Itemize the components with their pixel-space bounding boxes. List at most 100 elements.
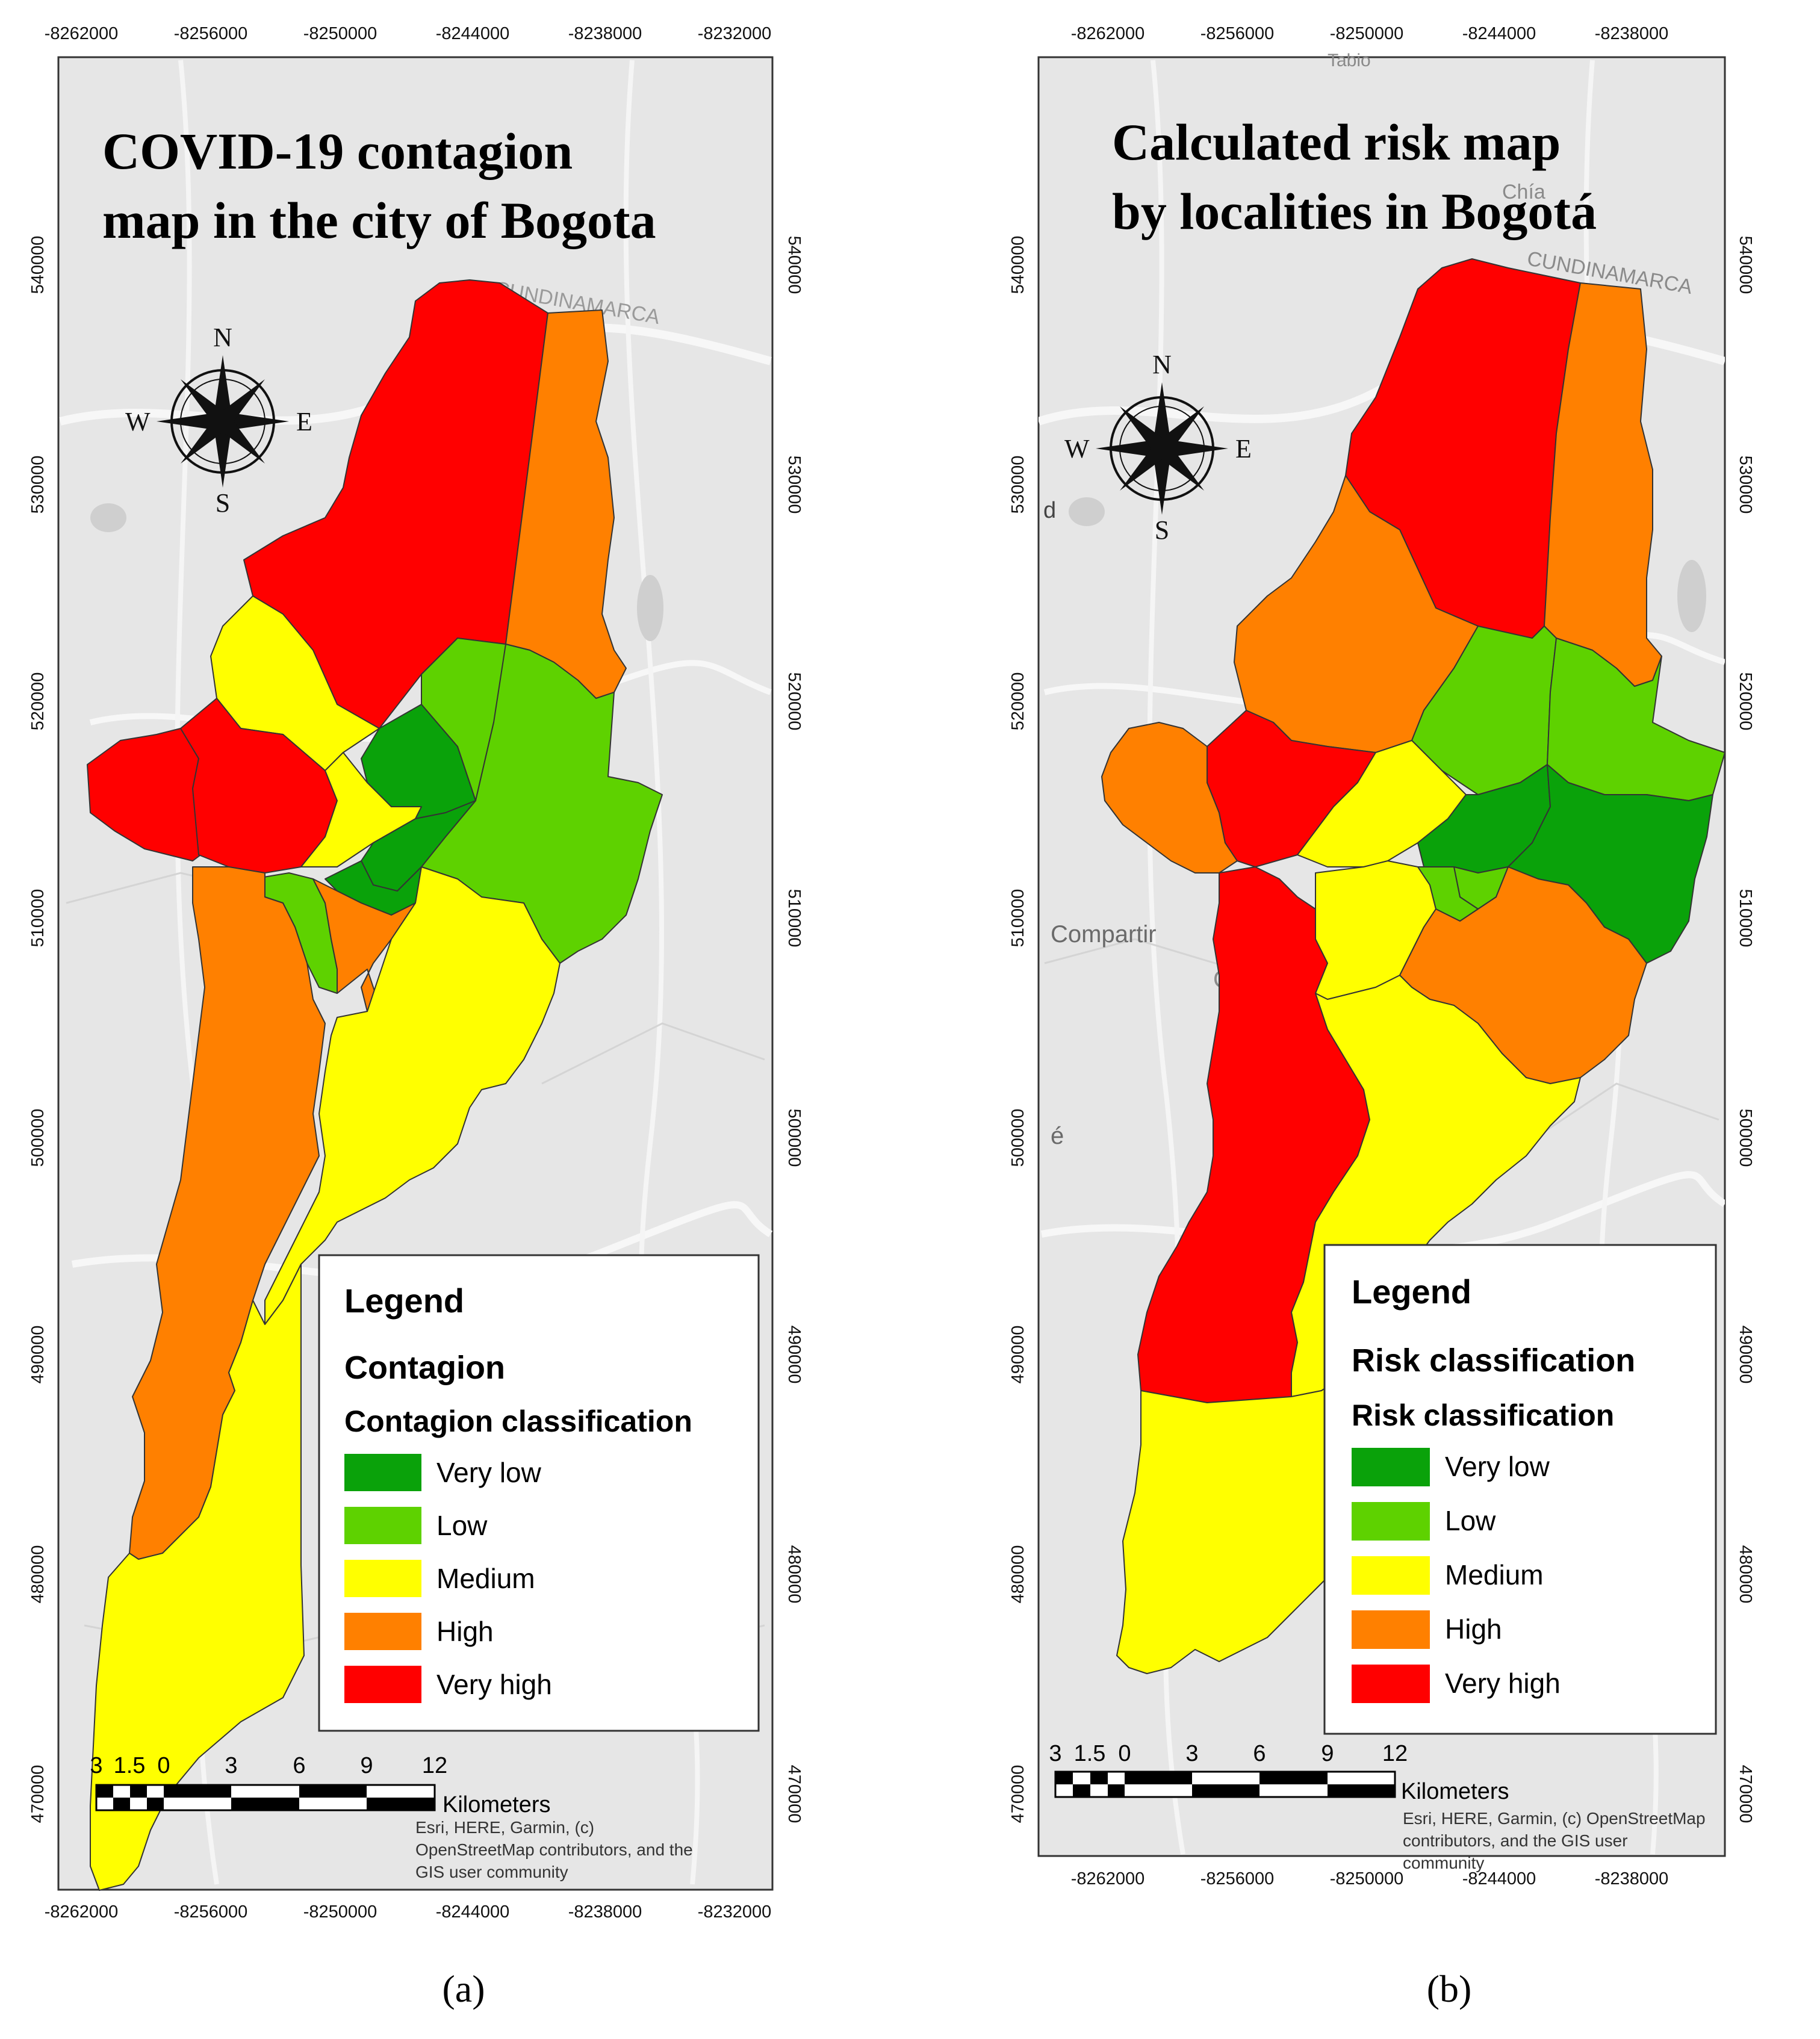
attribution-b: Esri, HERE, Garmin, (c) OpenStreetMap co… — [1403, 1809, 1706, 1872]
y-tick: 530000 — [1008, 456, 1028, 514]
scale-label: 9 — [360, 1753, 373, 1778]
x-tick: -8238000 — [1595, 1869, 1669, 1888]
y-tick: 480000 — [1008, 1545, 1028, 1604]
scale-label: 0 — [157, 1753, 170, 1778]
legend-swatch — [1352, 1556, 1430, 1595]
y-tick: 480000 — [28, 1545, 48, 1604]
x-tick: -8244000 — [436, 24, 510, 43]
x-tick: -8262000 — [45, 1902, 119, 1922]
legend-heading: Legend — [344, 1282, 464, 1320]
basemap-label: Compartir — [1051, 921, 1157, 948]
scale-label: 0 — [1118, 1741, 1131, 1766]
locality-usme-north — [264, 866, 561, 1325]
y-tick: 500000 — [784, 1109, 804, 1167]
legend-item-label: Very low — [436, 1457, 542, 1488]
compass-w: W — [1064, 434, 1090, 464]
compass-n: N — [213, 323, 232, 352]
legend-heading: Legend — [1352, 1273, 1471, 1311]
localities-b — [1101, 258, 1725, 1674]
y-tick: 490000 — [1008, 1326, 1028, 1384]
y-tick: 520000 — [784, 672, 804, 731]
y-tick: 470000 — [784, 1765, 804, 1823]
scale-unit: Kilometers — [1401, 1779, 1509, 1804]
legend-field: Contagion classification — [344, 1404, 692, 1438]
x-tick: -8256000 — [1200, 1869, 1275, 1888]
basemap-label: Chía — [1502, 181, 1545, 203]
legend-field: Risk classification — [1352, 1398, 1614, 1432]
legend-swatch — [1352, 1448, 1430, 1486]
scale-label: 12 — [1382, 1741, 1408, 1766]
x-axis-bottom-b: -8262000 -8256000 -8250000 -8244000 -823… — [1071, 1869, 1669, 1888]
scale-bar-a: 3 1.5 0 3 6 9 12 Kilometers — [90, 1753, 550, 1817]
y-tick: 490000 — [784, 1326, 804, 1384]
y-axis-left-b: 540000 530000 520000 510000 500000 49000… — [1008, 236, 1028, 1823]
north-arrow-a: N S E W — [125, 323, 312, 518]
y-tick: 540000 — [1736, 236, 1755, 294]
y-tick: 510000 — [784, 889, 804, 948]
scale-label: 1.5 — [1074, 1741, 1106, 1766]
x-axis-bottom-a: -8262000 -8256000 -8250000 -8244000 -823… — [45, 1902, 772, 1922]
y-tick: 490000 — [1736, 1326, 1755, 1384]
x-tick: -8256000 — [174, 24, 248, 43]
compass-e: E — [296, 407, 312, 436]
y-tick: 470000 — [1736, 1765, 1755, 1823]
scale-label: 3 — [90, 1753, 102, 1778]
x-axis-top-a: -8262000 -8256000 -8250000 -8244000 -823… — [45, 24, 772, 43]
map-a-figure: CUNDINAMARCA — [28, 24, 804, 2010]
map-panel-a: CUNDINAMARCA — [0, 0, 910, 2036]
y-tick: 500000 — [1736, 1109, 1755, 1167]
x-tick: -8256000 — [174, 1902, 248, 1922]
y-tick: 520000 — [1008, 672, 1028, 731]
caption-b: (b) — [1427, 1967, 1472, 2010]
y-tick: 530000 — [784, 456, 804, 514]
basemap-label: Tabio — [1328, 51, 1371, 70]
x-tick: -8238000 — [1595, 24, 1669, 43]
attribution-line: Esri, HERE, Garmin, (c) OpenStreetMap — [1403, 1809, 1706, 1828]
x-tick: -8244000 — [436, 1902, 510, 1922]
attribution-line: OpenStreetMap contributors, and the — [415, 1840, 693, 1859]
legend-item-label: Low — [436, 1510, 488, 1541]
y-tick: 480000 — [784, 1545, 804, 1604]
map-b-figure: Tabio Chía CUNDINAMARCA Compartir C é la… — [1008, 24, 1755, 2010]
x-tick: -8244000 — [1462, 1869, 1536, 1888]
legend-swatch — [344, 1454, 421, 1491]
x-tick: -8232000 — [698, 1902, 772, 1922]
x-axis-top-b: -8262000 -8256000 -8250000 -8244000 -823… — [1071, 24, 1669, 43]
legend-swatch — [344, 1560, 421, 1597]
x-tick: -8238000 — [568, 24, 642, 43]
y-tick: 500000 — [28, 1109, 48, 1167]
scale-label: 1.5 — [114, 1753, 146, 1778]
x-tick: -8250000 — [303, 1902, 377, 1922]
scale-label: 6 — [293, 1753, 305, 1778]
compass-s: S — [216, 488, 230, 518]
compass-e: E — [1235, 434, 1252, 464]
scale-label: 3 — [1185, 1741, 1198, 1766]
legend-item-label: Low — [1445, 1505, 1496, 1536]
x-tick: -8262000 — [45, 24, 119, 43]
x-tick: -8250000 — [1330, 24, 1404, 43]
legend-item-label: Very high — [436, 1669, 552, 1700]
y-tick: 530000 — [28, 456, 48, 514]
locality-sumapaz — [90, 1264, 305, 1891]
scale-label: 12 — [422, 1753, 447, 1778]
compass-s: S — [1155, 515, 1169, 545]
basemap-label: é — [1051, 1123, 1064, 1149]
x-tick: -8262000 — [1071, 24, 1145, 43]
y-axis-right-a: 540000 530000 520000 510000 500000 49000… — [784, 236, 804, 1823]
map-b-title-line2: by localities in Bogotá — [1112, 182, 1597, 240]
y-tick: 490000 — [28, 1326, 48, 1384]
scale-bar-b: 3 1.5 0 3 6 9 12 Kilometers — [1049, 1741, 1509, 1804]
x-tick: -8238000 — [568, 1902, 642, 1922]
scale-label: 6 — [1253, 1741, 1266, 1766]
scale-label: 9 — [1321, 1741, 1334, 1766]
attribution-line: community — [1403, 1854, 1484, 1872]
scale-label: 3 — [1049, 1741, 1061, 1766]
x-tick: -8232000 — [698, 24, 772, 43]
legend-item-label: Medium — [1445, 1559, 1544, 1591]
caption-a: (a) — [442, 1967, 485, 2010]
locality-tunjuelito — [312, 878, 416, 1012]
legend-item-label: Medium — [436, 1563, 535, 1594]
x-tick: -8250000 — [303, 24, 377, 43]
attribution-line: contributors, and the GIS user — [1403, 1831, 1628, 1850]
legend-layer: Contagion — [344, 1350, 505, 1386]
